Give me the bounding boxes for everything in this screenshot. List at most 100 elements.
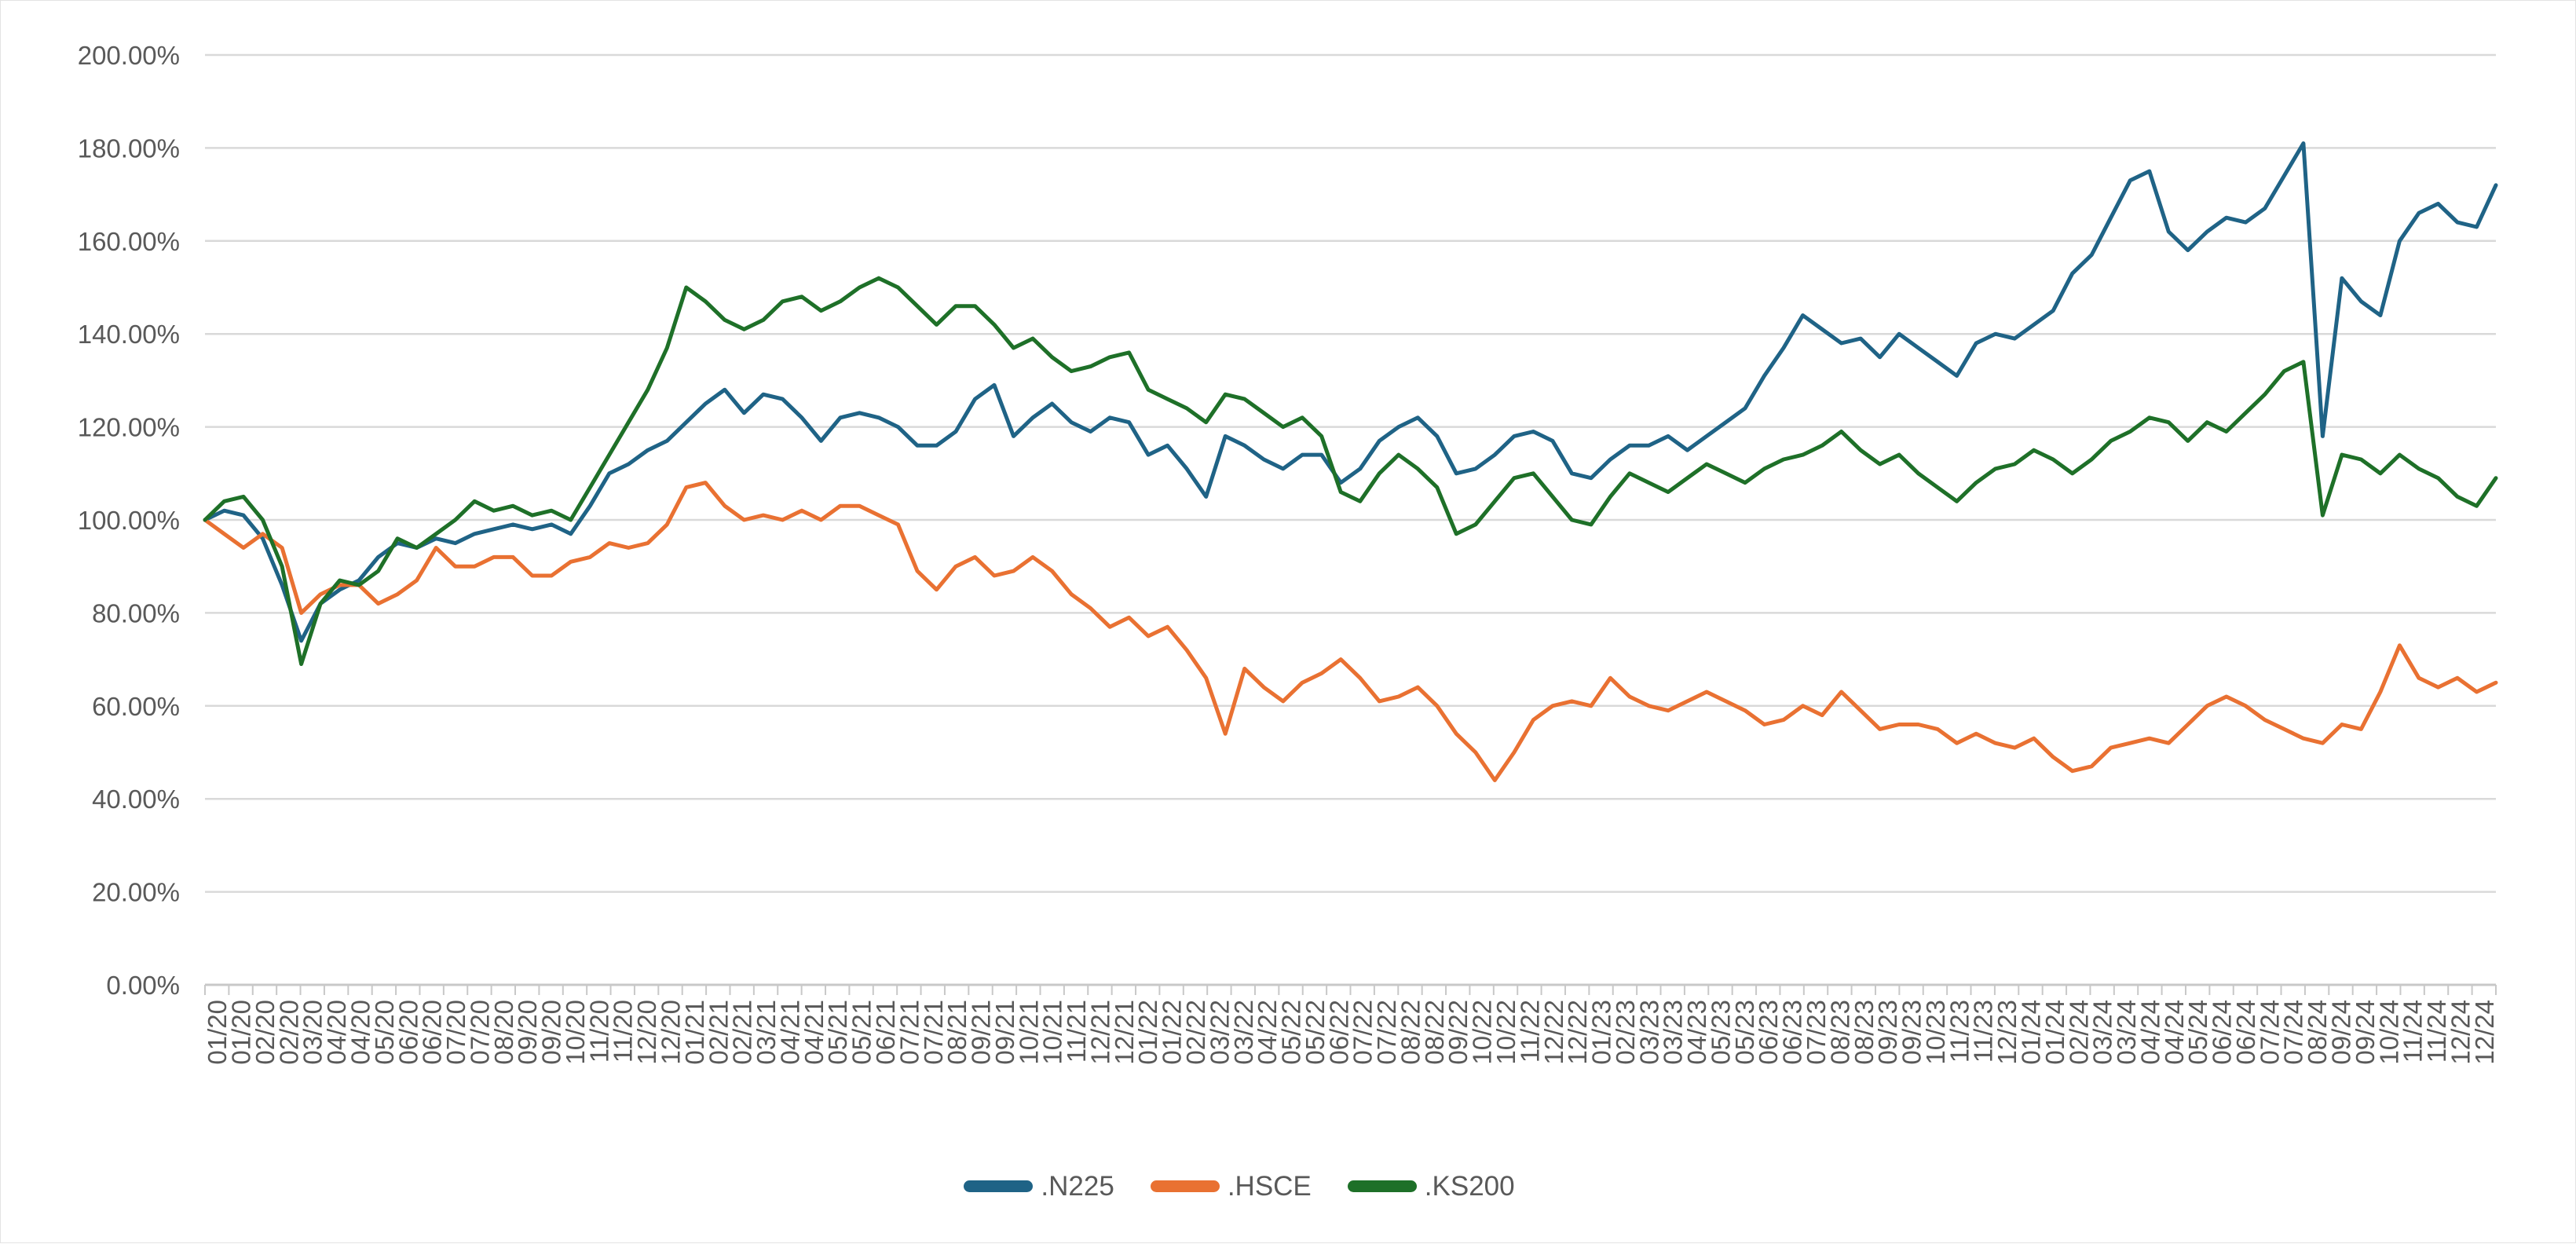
legend-item-hsce[interactable]: .HSCE (1150, 1173, 1312, 1200)
x-tick-label: 12/22 (1563, 1000, 1592, 1065)
x-tick-label: 11/21 (1062, 1000, 1091, 1063)
x-tick-label: 08/23 (1825, 1000, 1854, 1065)
series-line-ks200[interactable] (203, 276, 2498, 666)
x-tick-label: 11/24 (2422, 1000, 2451, 1063)
x-tick-label: 03/20 (298, 1000, 327, 1065)
legend-label: .KS200 (1424, 1171, 1515, 1202)
x-tick-label: 01/20 (203, 1000, 232, 1065)
x-tick-label: 03/22 (1205, 1000, 1234, 1065)
x-tick-label: 09/24 (2326, 1000, 2355, 1065)
x-tick-label: 03/23 (1634, 1000, 1663, 1065)
y-tick-label: 20.00% (92, 878, 180, 907)
x-tick-label: 02/21 (728, 1000, 757, 1065)
x-tick-label: 04/20 (322, 1000, 351, 1065)
x-tick-label: 09/20 (537, 1000, 566, 1065)
x-tick-label: 09/21 (967, 1000, 996, 1065)
x-tick-label: 06/22 (1324, 1000, 1353, 1065)
x-tick-label: 05/22 (1301, 1000, 1330, 1065)
x-tick-label: 09/24 (2351, 1000, 2380, 1065)
x-tick-label: 01/22 (1133, 1000, 1162, 1065)
x-tick-label: 05/23 (1706, 1000, 1735, 1065)
x-tick-label: 09/20 (513, 1000, 542, 1065)
x-tick-label: 10/20 (561, 1000, 590, 1065)
series-line-n225[interactable] (203, 141, 2498, 643)
x-tick-label: 08/24 (2303, 1000, 2332, 1065)
series-line-hsce[interactable] (203, 481, 2498, 782)
x-tick-label: 11/20 (584, 1000, 613, 1063)
x-tick-label: 11/20 (609, 1000, 638, 1063)
x-tick-label: 03/24 (2112, 1000, 2141, 1065)
x-tick-label: 02/20 (251, 1000, 280, 1065)
y-tick-label: 40.00% (92, 785, 180, 814)
y-tick-label: 120.00% (78, 413, 180, 442)
y-tick-label: 0.00% (106, 971, 180, 1000)
x-tick-label: 04/24 (2135, 1000, 2164, 1065)
legend-item-n225[interactable]: .N225 (964, 1173, 1114, 1200)
x-tick-label: 09/23 (1897, 1000, 1927, 1065)
x-tick-label: 03/23 (1659, 1000, 1688, 1065)
x-tick-label: 05/21 (847, 1000, 876, 1065)
x-tick-label: 10/21 (1038, 1000, 1067, 1065)
x-tick-label: 07/24 (2255, 1000, 2284, 1065)
x-tick-label: 12/21 (1085, 1000, 1114, 1065)
x-tick-label: 06/24 (2208, 1000, 2237, 1065)
x-tick-label: 01/23 (1587, 1000, 1616, 1065)
x-tick-label: 03/21 (752, 1000, 781, 1065)
x-tick-label: 03/22 (1229, 1000, 1258, 1065)
x-tick-label: 07/21 (919, 1000, 948, 1065)
x-tick-label: 05/20 (370, 1000, 399, 1065)
x-tick-label: 04/21 (775, 1000, 804, 1065)
x-tick-label: 09/22 (1444, 1000, 1473, 1065)
y-tick-label: 200.00% (78, 41, 180, 70)
x-tick-label: 11/23 (1969, 1000, 1998, 1063)
x-tick-label: 02/23 (1611, 1000, 1640, 1065)
x-tick-label: 02/21 (704, 1000, 733, 1065)
x-tick-label: 01/20 (227, 1000, 256, 1065)
x-tick-label: 05/24 (2183, 1000, 2212, 1065)
x-tick-label: 02/20 (274, 1000, 303, 1065)
x-tick-label: 07/22 (1348, 1000, 1378, 1065)
legend-label: .N225 (1041, 1171, 1114, 1202)
x-tick-label: 10/22 (1468, 1000, 1497, 1065)
x-tick-label: 05/23 (1730, 1000, 1759, 1065)
y-tick-label: 180.00% (78, 134, 180, 163)
x-tick-label: 06/21 (871, 1000, 900, 1065)
x-tick-label: 12/22 (1539, 1000, 1568, 1065)
x-tick-label: 10/23 (1921, 1000, 1950, 1065)
x-tick-label: 02/24 (2064, 1000, 2093, 1065)
x-tick-label: 04/20 (346, 1000, 375, 1065)
x-tick-label: 10/24 (2374, 1000, 2403, 1065)
x-tick-label: 07/21 (895, 1000, 924, 1065)
x-tick-label: 03/24 (2088, 1000, 2117, 1065)
x-tick-label: 11/24 (2399, 1000, 2428, 1063)
x-tick-label: 04/22 (1253, 1000, 1282, 1065)
x-tick-label: 12/23 (1992, 1000, 2022, 1065)
x-tick-label: 06/24 (2231, 1000, 2260, 1065)
x-tick-label: 11/23 (1945, 1000, 1974, 1063)
x-tick-label: 06/23 (1754, 1000, 1783, 1065)
x-tick-label: 07/22 (1372, 1000, 1401, 1065)
x-tick-label: 05/22 (1277, 1000, 1306, 1065)
x-tick-label: 05/21 (823, 1000, 852, 1065)
x-tick-label: 07/20 (441, 1000, 470, 1065)
x-tick-label: 09/21 (990, 1000, 1019, 1065)
x-tick-label: 06/23 (1778, 1000, 1807, 1065)
x-tick-label: 10/21 (1014, 1000, 1043, 1065)
x-tick-label: 12/24 (2470, 1000, 2499, 1065)
legend-line-swatch (1347, 1180, 1417, 1192)
y-tick-label: 100.00% (78, 506, 180, 535)
x-tick-label: 12/21 (1110, 1000, 1139, 1065)
x-tick-label: 04/21 (800, 1000, 829, 1065)
x-tick-label: 06/20 (393, 1000, 423, 1065)
x-tick-label: 07/20 (465, 1000, 494, 1065)
legend-item-ks200[interactable]: .KS200 (1347, 1171, 1515, 1202)
x-tick-label: 07/24 (2279, 1000, 2308, 1065)
legend-line-swatch (964, 1180, 1034, 1192)
x-tick-label: 02/22 (1181, 1000, 1210, 1065)
x-tick-label: 04/24 (2160, 1000, 2189, 1065)
legend-line-swatch (1150, 1180, 1220, 1192)
chart-legend: .N225 .HSCE .KS200 (0, 1173, 2527, 1200)
y-tick-label: 80.00% (92, 598, 180, 627)
